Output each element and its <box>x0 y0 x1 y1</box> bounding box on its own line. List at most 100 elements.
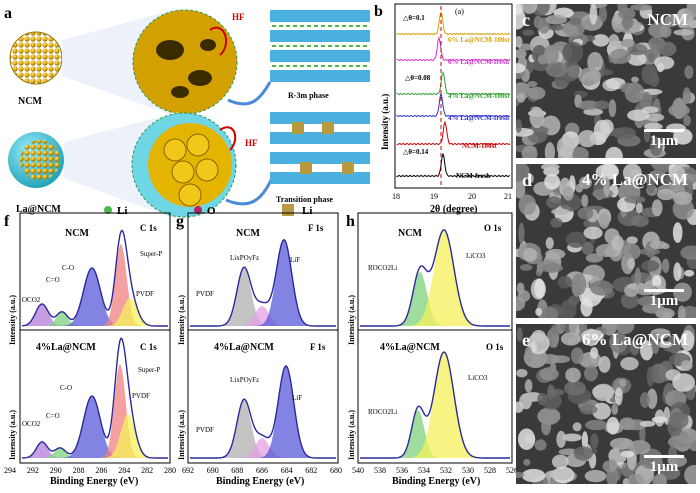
xrd-tick-19: 19 <box>430 192 438 201</box>
atom-legend: Li O Li <box>104 204 312 217</box>
sem-title-6la: 6% La@NCM <box>581 330 688 349</box>
scale-bar-d: 1μm <box>644 289 684 310</box>
label-ceqo-bot: C=O <box>46 412 60 420</box>
label-lif-bot: LiF <box>292 394 302 402</box>
panel-letter-c: c <box>522 10 530 30</box>
xps-tick-label: 536 <box>396 466 408 475</box>
f-frame-bottom <box>19 329 171 464</box>
f-ylabel-top: Intensity (a.u.) <box>8 295 17 345</box>
xrd-tick-21: 21 <box>504 192 512 201</box>
xps-peak <box>22 268 168 326</box>
panel-letter-h: h <box>346 213 355 230</box>
xrd-trace <box>396 120 511 146</box>
panel-g: g Intensity (a.u.) Intensity (a.u.) NCM … <box>176 212 339 464</box>
f-xlabel: Binding Energy (eV) <box>50 476 138 487</box>
f-la-label: 4%La@NCM <box>36 342 96 353</box>
xrd-tag: (a) <box>455 7 464 16</box>
la-ncm-core <box>20 140 60 180</box>
scale-bar-c: 1μm <box>644 129 684 150</box>
trace-label-3: 4% La@NCM-100st <box>448 92 510 100</box>
o-legend-dot <box>194 206 202 214</box>
f-c1s-label-top: C 1s <box>140 223 157 233</box>
xrd-traces <box>396 10 511 178</box>
sem-image-ncm: c NCM 1μm <box>516 4 696 158</box>
c1s-ncm-peaks <box>21 229 168 327</box>
g-la-label: 4%La@NCM <box>214 342 274 353</box>
legend-li: Li <box>117 205 127 217</box>
xrd-xlabel: 2θ (degree) <box>430 204 478 215</box>
scale-bar-e: 1μm <box>644 455 684 476</box>
g-f1s-label-top: F 1s <box>308 223 324 233</box>
xps-peak <box>190 306 336 326</box>
panel-a: a NCM HF R-3m phase La@NCM <box>4 5 370 220</box>
xrd-trace <box>396 10 511 36</box>
transition-structure <box>270 112 370 184</box>
hf-label-1: HF <box>232 12 245 22</box>
label-lipof-top: LixPOyFz <box>230 254 259 262</box>
f-ylabel-bottom: Intensity (a.u.) <box>8 410 17 460</box>
h-frame-bottom <box>357 329 513 464</box>
phase-label-transition: Transition phase <box>276 195 333 204</box>
xps-tick-label: 280 <box>164 466 176 475</box>
g-ylabel-bottom: Intensity (a.u.) <box>177 410 186 460</box>
xps-tick-label: 692 <box>182 466 194 475</box>
xps-tick-label: 540 <box>352 466 364 475</box>
g-ylabel-top: Intensity (a.u.) <box>177 295 186 345</box>
panel-h: h Intensity (a.u.) Intensity (a.u.) NCM … <box>346 212 513 464</box>
xps-peak <box>22 298 168 326</box>
panel-letter-f: f <box>4 213 10 230</box>
xps-tick-label: 690 <box>207 466 219 475</box>
xps-tick-label: 528 <box>484 466 496 475</box>
label-roco2li-top: ROCO2Li <box>368 264 397 272</box>
xps-peak <box>22 442 168 458</box>
xps-peak <box>360 352 510 458</box>
panel-letter-e: e <box>522 330 530 350</box>
xrd-trace <box>396 35 511 62</box>
label-ceqo-top: C=O <box>46 276 60 284</box>
f1s-ncm-peaks <box>190 238 336 327</box>
li-legend-dot <box>104 206 112 214</box>
xrd-frame <box>394 3 513 189</box>
label-pvdf-f-bot: PVDF <box>196 426 214 434</box>
g-xlabel: Binding Energy (eV) <box>216 476 304 487</box>
label-superp-bot: Super-P <box>138 366 161 374</box>
xps-tick-label: 684 <box>281 466 293 475</box>
xps-tick-label: 686 <box>256 466 268 475</box>
la-legend-cube <box>282 204 294 216</box>
xps-tick-label: 530 <box>462 466 474 475</box>
arrow-to-transition <box>225 177 274 206</box>
xps-peak <box>360 230 510 326</box>
label-lico3-top: LiCO3 <box>466 252 486 260</box>
ncm-sphere <box>9 31 63 85</box>
h-ylabel-top: Intensity (a.u.) <box>347 295 356 345</box>
crack <box>200 39 216 51</box>
scale-label-c: 1μm <box>649 133 679 149</box>
xps-tick-label: 292 <box>27 466 39 475</box>
f1s-la-peaks <box>190 365 336 459</box>
xps-tick-label: 688 <box>231 466 243 475</box>
xps-envelope <box>190 365 336 459</box>
hf-arrow <box>209 26 228 56</box>
panel-f: f Intensity (a.u.) Intensity (a.u.) NCM … <box>4 212 171 464</box>
f-c1s-label-bot: C 1s <box>140 342 157 352</box>
xps-tick-label: 532 <box>440 466 452 475</box>
xps-tick-labels: 294 292 290 288 286 284 282 280 692 690 688 686 684 6… <box>4 466 518 475</box>
arrow-to-phase <box>227 81 272 106</box>
xrd-trace <box>396 153 511 178</box>
hf-label-2: HF <box>245 138 258 148</box>
delta-2: △θ=0.08 <box>405 74 431 82</box>
crack <box>171 86 189 98</box>
ncm-label: NCM <box>18 96 42 107</box>
delta-1: △θ=0.1 <box>403 14 425 22</box>
xps-envelope <box>360 351 510 459</box>
xps-tick-label: 282 <box>141 466 153 475</box>
label-oco2-top: OCO2 <box>22 296 41 304</box>
g-ncm-label: NCM <box>236 228 260 239</box>
label-superp-top: Super-P <box>140 250 163 258</box>
o1s-la-peaks <box>360 351 510 459</box>
r3m-structure <box>270 10 370 82</box>
g-frame-bottom <box>187 329 339 464</box>
xrd-trace <box>396 70 511 96</box>
crack <box>156 40 184 60</box>
